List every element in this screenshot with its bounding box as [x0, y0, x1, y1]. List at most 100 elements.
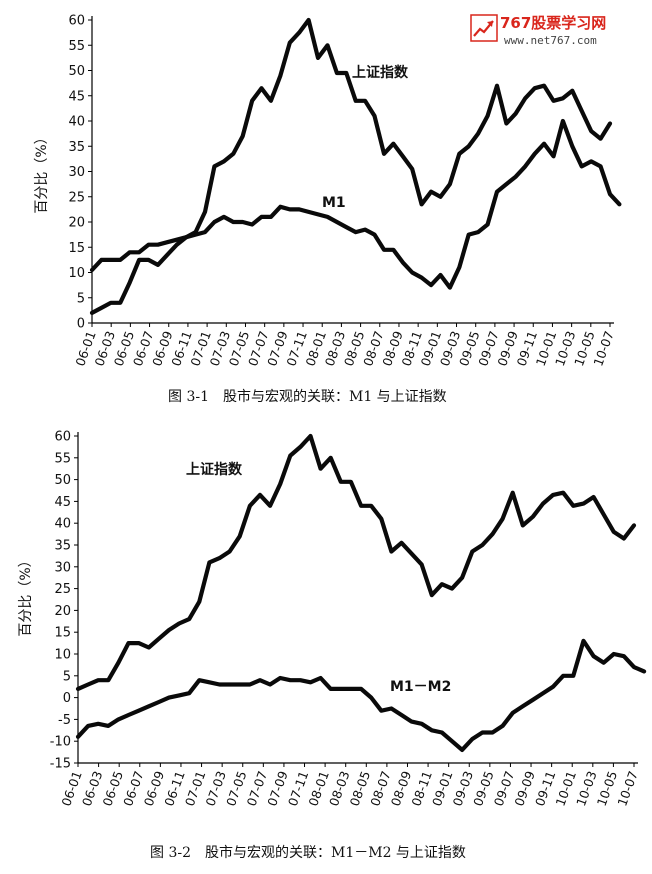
series-1-point: [268, 682, 272, 687]
series-1-point: [116, 717, 120, 721]
series-1-point: [470, 737, 474, 741]
series-0-point: [187, 617, 191, 621]
series-0-point: [440, 582, 444, 586]
series-0-point: [118, 301, 122, 305]
y-tick-label: 5: [77, 291, 85, 306]
series-1-point: [391, 248, 395, 252]
series-1-point: [622, 654, 626, 658]
series-1-point: [157, 700, 161, 704]
series-0-point: [372, 114, 377, 118]
series-0-point: [521, 523, 525, 527]
series-0-point: [325, 43, 330, 47]
series-1-point: [99, 258, 103, 262]
y-tick-label: -15: [50, 757, 71, 772]
series-0-point: [146, 258, 151, 262]
series-0-point: [212, 164, 216, 168]
series-0-point: [128, 281, 132, 285]
series-0-point: [420, 202, 424, 206]
series-1-point: [307, 210, 311, 214]
series-1-point: [165, 240, 169, 244]
series-0-point: [316, 56, 320, 60]
series-1-point: [96, 722, 100, 726]
series-1-point: [440, 730, 444, 735]
series-0-point: [278, 482, 282, 486]
series-0-point: [401, 154, 405, 158]
series-1-point: [203, 230, 207, 234]
series-1-point: [109, 258, 113, 262]
series-1-point: [359, 687, 363, 691]
series-0-point: [241, 134, 245, 138]
series-1-point: [521, 704, 525, 708]
series-1-point: [533, 152, 537, 156]
y-tick-label: 50: [68, 64, 85, 79]
series-1-point: [542, 142, 546, 146]
series-0-point: [308, 434, 313, 438]
series-1-point: [241, 220, 245, 224]
y-tick-label: 50: [54, 473, 71, 488]
series-0-point: [177, 621, 181, 626]
series-1-point: [450, 739, 454, 743]
series-label-0: 上证指数: [352, 64, 409, 81]
series-1-point: [250, 222, 254, 227]
series-1-point: [269, 215, 273, 219]
chart2-caption: 图 3-2 股市与宏观的关联：M1－M2 与上证指数: [150, 845, 466, 861]
series-0-point: [126, 641, 131, 645]
series-0-point: [570, 89, 574, 93]
series-0-point: [504, 121, 508, 126]
series-line-0: [89, 17, 613, 315]
series-0-point: [450, 587, 454, 591]
series-0-point: [391, 142, 395, 146]
series-0-point: [379, 517, 383, 521]
series-0-point: [495, 84, 499, 88]
series-1-point: [486, 222, 490, 227]
series-1-point: [561, 674, 565, 678]
series-0-point: [250, 99, 254, 103]
series-1-point: [467, 233, 471, 237]
series-0-point: [319, 467, 323, 471]
series-0-point: [167, 628, 171, 632]
series-1-point: [541, 691, 545, 695]
y-tick-label: 10: [68, 266, 85, 281]
series-1-point: [217, 682, 222, 687]
series-1-point: [581, 639, 586, 643]
watermark-brand[interactable]: 767股票学习网: [500, 14, 607, 32]
series-1-point: [177, 693, 181, 697]
series-0-point: [278, 74, 282, 78]
series-1-point: [156, 243, 160, 247]
series-1-point: [146, 243, 151, 247]
series-0-point: [580, 109, 584, 113]
watermark: 767股票学习网 www.net767.com: [470, 12, 640, 52]
series-1-point: [495, 190, 499, 194]
series-0-point: [137, 641, 141, 645]
series-0-point: [612, 530, 616, 534]
series-0-point: [460, 576, 464, 580]
y-tick-label: 40: [54, 517, 71, 532]
series-0-point: [156, 263, 160, 267]
series-0-point: [438, 195, 443, 199]
series-1-point: [429, 283, 433, 287]
series-1-point: [106, 724, 110, 728]
y-tick-label: 55: [54, 451, 71, 466]
series-0-point: [420, 563, 424, 567]
series-0-point: [410, 167, 414, 171]
series-0-point: [561, 96, 565, 100]
series-1-point: [354, 230, 358, 234]
series-1-point: [602, 661, 606, 665]
series-1-point: [571, 674, 575, 678]
series-1-point: [126, 713, 131, 717]
series-0-point: [137, 258, 141, 262]
series-0-point: [490, 532, 495, 536]
series-1-point: [197, 678, 201, 682]
series-1-point: [523, 164, 527, 168]
chart-m1m2-vs-index: -15-10-505101520253035404550556006-0106-…: [18, 430, 647, 808]
series-0-point: [269, 99, 273, 103]
y-tick-label: 20: [68, 216, 85, 231]
series-0-point: [501, 517, 505, 521]
watermark-url[interactable]: www.net767.com: [504, 34, 597, 47]
series-1-point: [222, 215, 226, 219]
series-1-point: [379, 709, 383, 713]
series-1-point: [298, 678, 302, 682]
series-0-point: [258, 493, 262, 497]
series-1-point: [369, 696, 373, 700]
series-1-point: [372, 233, 377, 237]
